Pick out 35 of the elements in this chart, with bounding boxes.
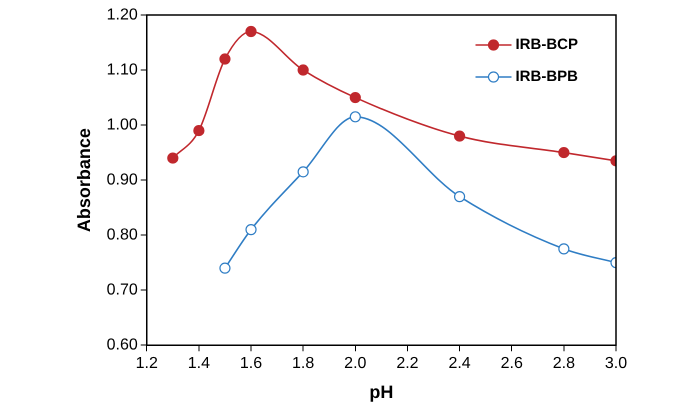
point [298,64,309,76]
point [298,166,309,178]
x-tick-label: 1.6 [240,355,262,372]
point [219,262,231,274]
x-tick-label: 1.8 [292,355,314,372]
point [245,224,257,236]
point [245,26,257,38]
y-tick-label: 0.90 [106,172,138,189]
point [193,124,204,136]
x-tick-label: 2.2 [396,355,419,372]
x-axis-title: pH [369,382,394,402]
point [558,146,570,158]
point [219,53,231,65]
x-tick-label: 2.8 [552,355,576,372]
y-axis-title: Absorbance [74,128,94,232]
point [454,191,466,202]
x-tick-label: 1.2 [136,355,158,372]
y-tick-label: 1.20 [106,6,138,24]
x-tick-label: 2.0 [344,355,367,372]
point [167,152,178,164]
y-tick-label: 1.10 [106,61,138,78]
x-tick-label: 1.4 [188,355,210,372]
point [454,130,466,142]
legend-label: IRB-BPB [516,68,578,86]
point [558,243,570,254]
point [350,111,361,122]
y-tick-label: 0.60 [106,336,138,354]
y-tick-label: 1.00 [106,116,138,134]
x-tick-label: 3.0 [604,355,628,372]
x-tick-label: 2.6 [500,355,523,372]
legend-label: IRB-BCP [516,36,578,54]
x-tick-label: 2.4 [448,355,471,372]
y-tick-label: 0.70 [106,282,138,299]
point [350,92,361,104]
y-tick-label: 0.80 [106,226,138,244]
